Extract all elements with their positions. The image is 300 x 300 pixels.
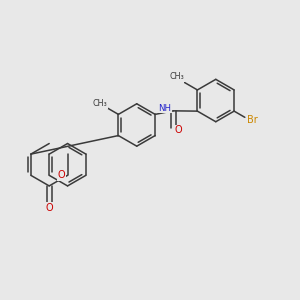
Text: O: O: [176, 74, 183, 85]
Text: CH₃: CH₃: [170, 72, 185, 81]
Text: O: O: [57, 170, 65, 180]
Text: NH: NH: [158, 104, 171, 113]
Text: O: O: [175, 125, 182, 135]
Text: Br: Br: [247, 115, 257, 125]
Text: O: O: [45, 203, 53, 213]
Text: CH₃: CH₃: [92, 99, 107, 108]
